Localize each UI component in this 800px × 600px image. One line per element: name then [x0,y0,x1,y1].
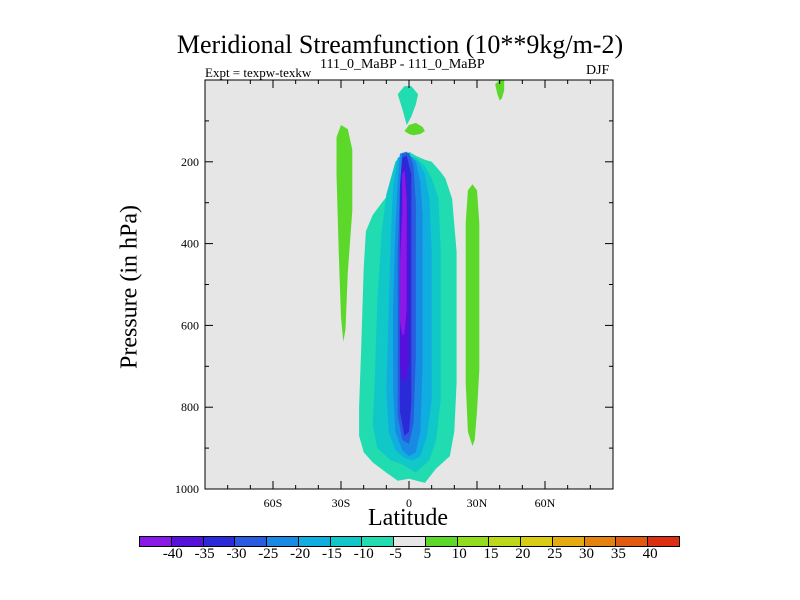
colorbar-label: 10 [451,546,467,562]
colorbar-label: 5 [423,546,432,562]
colorbar-box [267,537,299,546]
contour-region-4 [495,80,505,101]
colorbar-box [203,537,236,546]
colorbar-box [362,537,395,546]
colorbar [139,536,680,547]
y-tick-label: 800 [181,400,199,414]
chart-subtitle: 111_0_MaBP - 111_0_MaBP [320,57,485,72]
colorbar-label: 25 [547,546,563,562]
colorbar-box [425,537,458,546]
contour-region-12 [399,170,407,336]
colorbar-box [171,537,204,546]
y-tick-label: 1000 [175,482,199,496]
colorbar-box [235,537,268,546]
y-tick-label: 200 [181,155,199,169]
contour-region-2 [404,122,425,136]
colorbar-box [140,537,172,546]
colorbar-box [489,537,522,546]
contour-region-0 [397,86,419,125]
colorbar-box [584,537,617,546]
colorbar-label: 20 [515,546,531,562]
colorbar-box [648,537,680,546]
colorbar-label: -40 [162,546,183,562]
x-tick-label: 60N [535,496,556,510]
contour-region-1 [336,125,353,342]
colorbar-box [330,537,363,546]
colorbar-label: -15 [321,546,342,562]
x-tick-label: 30N [467,496,488,510]
experiment-label: Expt = texpw-texkw [205,65,312,80]
colorbar-label: 40 [642,546,658,562]
x-axis-label: Latitude [368,505,448,531]
colorbar-labels: -40 -35 -30 -25 -20 -15 -10 -5 5 10 15 20 25 30 35 40 [0,546,800,568]
colorbar-label: -10 [353,546,374,562]
colorbar-box [552,537,585,546]
colorbar-box [521,537,553,546]
x-tick-label: 0 [406,496,412,510]
colorbar-box [457,537,490,546]
x-tick-label: 30S [332,496,351,510]
y-axis-label: Pressure (in hPa) [116,205,143,369]
colorbar-label: 30 [579,546,595,562]
x-tick-label: 60S [264,496,283,510]
contour-region-3 [465,184,480,447]
colorbar-label: -20 [290,546,311,562]
colorbar-label: 35 [610,546,626,562]
colorbar-label: -25 [258,546,279,562]
colorbar-label: 15 [483,546,499,562]
contour-regions [336,80,505,483]
y-tick-label: 400 [181,237,199,251]
colorbar-box [394,537,426,546]
colorbar-label: -5 [389,546,402,562]
y-tick-label: 600 [181,318,199,332]
colorbar-label: -35 [194,546,215,562]
season-label: DJF [586,63,610,78]
colorbar-box [298,537,331,546]
colorbar-label: -30 [226,546,247,562]
chart-title: Meridional Streamfunction (10**9kg/m-2) [176,30,624,59]
axis-ticks: 60S 30S 0 30N 60N 200 400 600 800 1000 [175,80,613,510]
colorbar-box [616,537,649,546]
